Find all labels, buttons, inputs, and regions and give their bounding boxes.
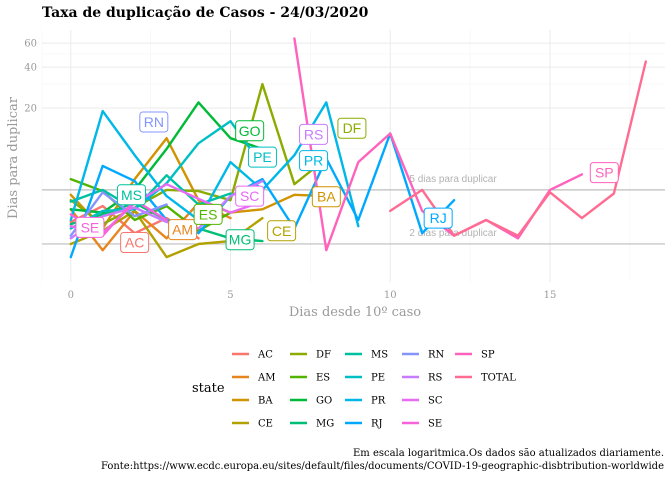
grid-lines bbox=[41, 30, 665, 282]
svg-text:AC: AC bbox=[125, 235, 144, 251]
series-label-df: DF bbox=[337, 117, 367, 139]
legend-item-ba: BA bbox=[232, 396, 273, 407]
legend-label: SC bbox=[428, 396, 443, 407]
series-label-go: GO bbox=[235, 120, 265, 142]
legend-label: AM bbox=[257, 373, 275, 384]
y-tick-label: 20 bbox=[24, 104, 37, 115]
legend-label: MS bbox=[371, 350, 388, 361]
caption-line-2: Fonte:https://www.ecdc.europa.eu/sites/d… bbox=[101, 461, 664, 472]
svg-text:RS: RS bbox=[304, 126, 323, 142]
series-label-mg: MG bbox=[225, 229, 255, 251]
series-label-rn: RN bbox=[139, 111, 169, 133]
svg-text:MG: MG bbox=[229, 232, 252, 248]
series-label-am: AM bbox=[168, 219, 198, 241]
svg-text:DF: DF bbox=[343, 120, 362, 136]
x-axis-title: Dias desde 10º caso bbox=[289, 305, 421, 320]
legend-item-am: AM bbox=[232, 373, 275, 384]
legend-label: GO bbox=[316, 396, 332, 407]
series-label-es: ES bbox=[193, 203, 223, 225]
legend-label: DF bbox=[316, 350, 331, 361]
series-line-total bbox=[389, 60, 647, 237]
svg-text:BA: BA bbox=[317, 189, 336, 205]
legend-item-pe: PE bbox=[345, 373, 385, 384]
legend-label: SE bbox=[428, 419, 442, 430]
legend-item-ac: AC bbox=[232, 350, 273, 361]
svg-text:RJ: RJ bbox=[430, 210, 447, 226]
legend-label: RS bbox=[428, 373, 443, 384]
x-tick-label: 0 bbox=[68, 290, 74, 301]
series-label-ba: BA bbox=[311, 186, 341, 208]
legend-title: state bbox=[192, 381, 225, 396]
series-label-rj: RJ bbox=[423, 207, 453, 229]
series-label-pe: PE bbox=[247, 146, 277, 168]
reference-line-label: 5 dias para duplicar bbox=[409, 174, 497, 185]
legend-label: TOTAL bbox=[481, 373, 516, 384]
x-tick-label: 15 bbox=[544, 290, 557, 301]
legend-label: RN bbox=[428, 350, 445, 361]
legend-label: SP bbox=[481, 350, 495, 361]
legend-item-df: DF bbox=[290, 350, 331, 361]
legend-item-total: TOTAL bbox=[455, 373, 516, 384]
y-axis-title: Dias para duplicar bbox=[6, 96, 21, 219]
svg-text:AM: AM bbox=[172, 222, 193, 238]
legend-item-sc: SC bbox=[402, 396, 443, 407]
legend-item-rs: RS bbox=[402, 373, 443, 384]
legend-item-mg: MG bbox=[290, 419, 334, 430]
caption-line-1: Em escala logaritmica.Os dados são atual… bbox=[353, 448, 664, 459]
legend-label: RJ bbox=[371, 419, 383, 430]
svg-text:PR: PR bbox=[304, 153, 323, 169]
series-label-sc: SC bbox=[235, 185, 265, 207]
series-label-pr: PR bbox=[299, 150, 329, 172]
svg-text:ES: ES bbox=[199, 206, 218, 222]
axis-ticks: 0 5 10 15 20 40 60 bbox=[24, 39, 556, 301]
series-line-rs bbox=[69, 179, 264, 240]
legend-item-se: SE bbox=[402, 419, 442, 430]
legend-item-pr: PR bbox=[345, 396, 386, 407]
x-tick-label: 5 bbox=[227, 290, 233, 301]
legend-label: ES bbox=[316, 373, 330, 384]
legend-item-rj: RJ bbox=[345, 419, 383, 430]
y-tick-label: 40 bbox=[24, 63, 37, 74]
svg-text:SE: SE bbox=[81, 219, 100, 235]
legend-label: PR bbox=[371, 396, 386, 407]
series-label-sp: SP bbox=[589, 162, 619, 184]
series-lines bbox=[69, 37, 647, 259]
series-line-ba bbox=[69, 136, 328, 230]
legend-label: CE bbox=[258, 419, 273, 430]
svg-text:GO: GO bbox=[239, 123, 261, 139]
svg-text:SC: SC bbox=[240, 188, 259, 204]
legend-item-sp: SP bbox=[455, 350, 495, 361]
legend: state AC AM BA CE DF ES GO MG MS PE PR RJ RN RS SC SE SP… bbox=[192, 350, 516, 430]
legend-label: PE bbox=[371, 373, 385, 384]
legend-label: MG bbox=[316, 419, 334, 430]
series-label-ac: AC bbox=[120, 232, 150, 254]
series-label-ms: MS bbox=[116, 184, 146, 206]
series-line-df bbox=[69, 82, 328, 226]
svg-text:MS: MS bbox=[121, 187, 142, 203]
series-label-se: SE bbox=[75, 216, 105, 238]
legend-item-ce: CE bbox=[232, 419, 273, 430]
legend-item-rn: RN bbox=[402, 350, 445, 361]
legend-item-es: ES bbox=[290, 373, 330, 384]
svg-text:SP: SP bbox=[595, 165, 614, 181]
x-tick-label: 10 bbox=[384, 290, 397, 301]
y-tick-label: 60 bbox=[24, 39, 37, 50]
svg-text:CE: CE bbox=[272, 223, 291, 239]
legend-label: BA bbox=[258, 396, 273, 407]
legend-item-go: GO bbox=[290, 396, 332, 407]
legend-item-ms: MS bbox=[345, 350, 388, 361]
series-labels: AC AM BA CE DF ES GO MG MS PE PR RJ RN RS SC SE SP bbox=[75, 111, 619, 254]
svg-text:RN: RN bbox=[144, 114, 164, 130]
chart-title: Taxa de duplicação de Casos - 24/03/2020 bbox=[42, 4, 369, 21]
series-label-rs: RS bbox=[299, 123, 329, 145]
svg-text:PE: PE bbox=[253, 149, 272, 165]
series-line-go bbox=[69, 101, 264, 214]
series-label-ce: CE bbox=[267, 220, 297, 242]
legend-label: AC bbox=[257, 350, 273, 361]
